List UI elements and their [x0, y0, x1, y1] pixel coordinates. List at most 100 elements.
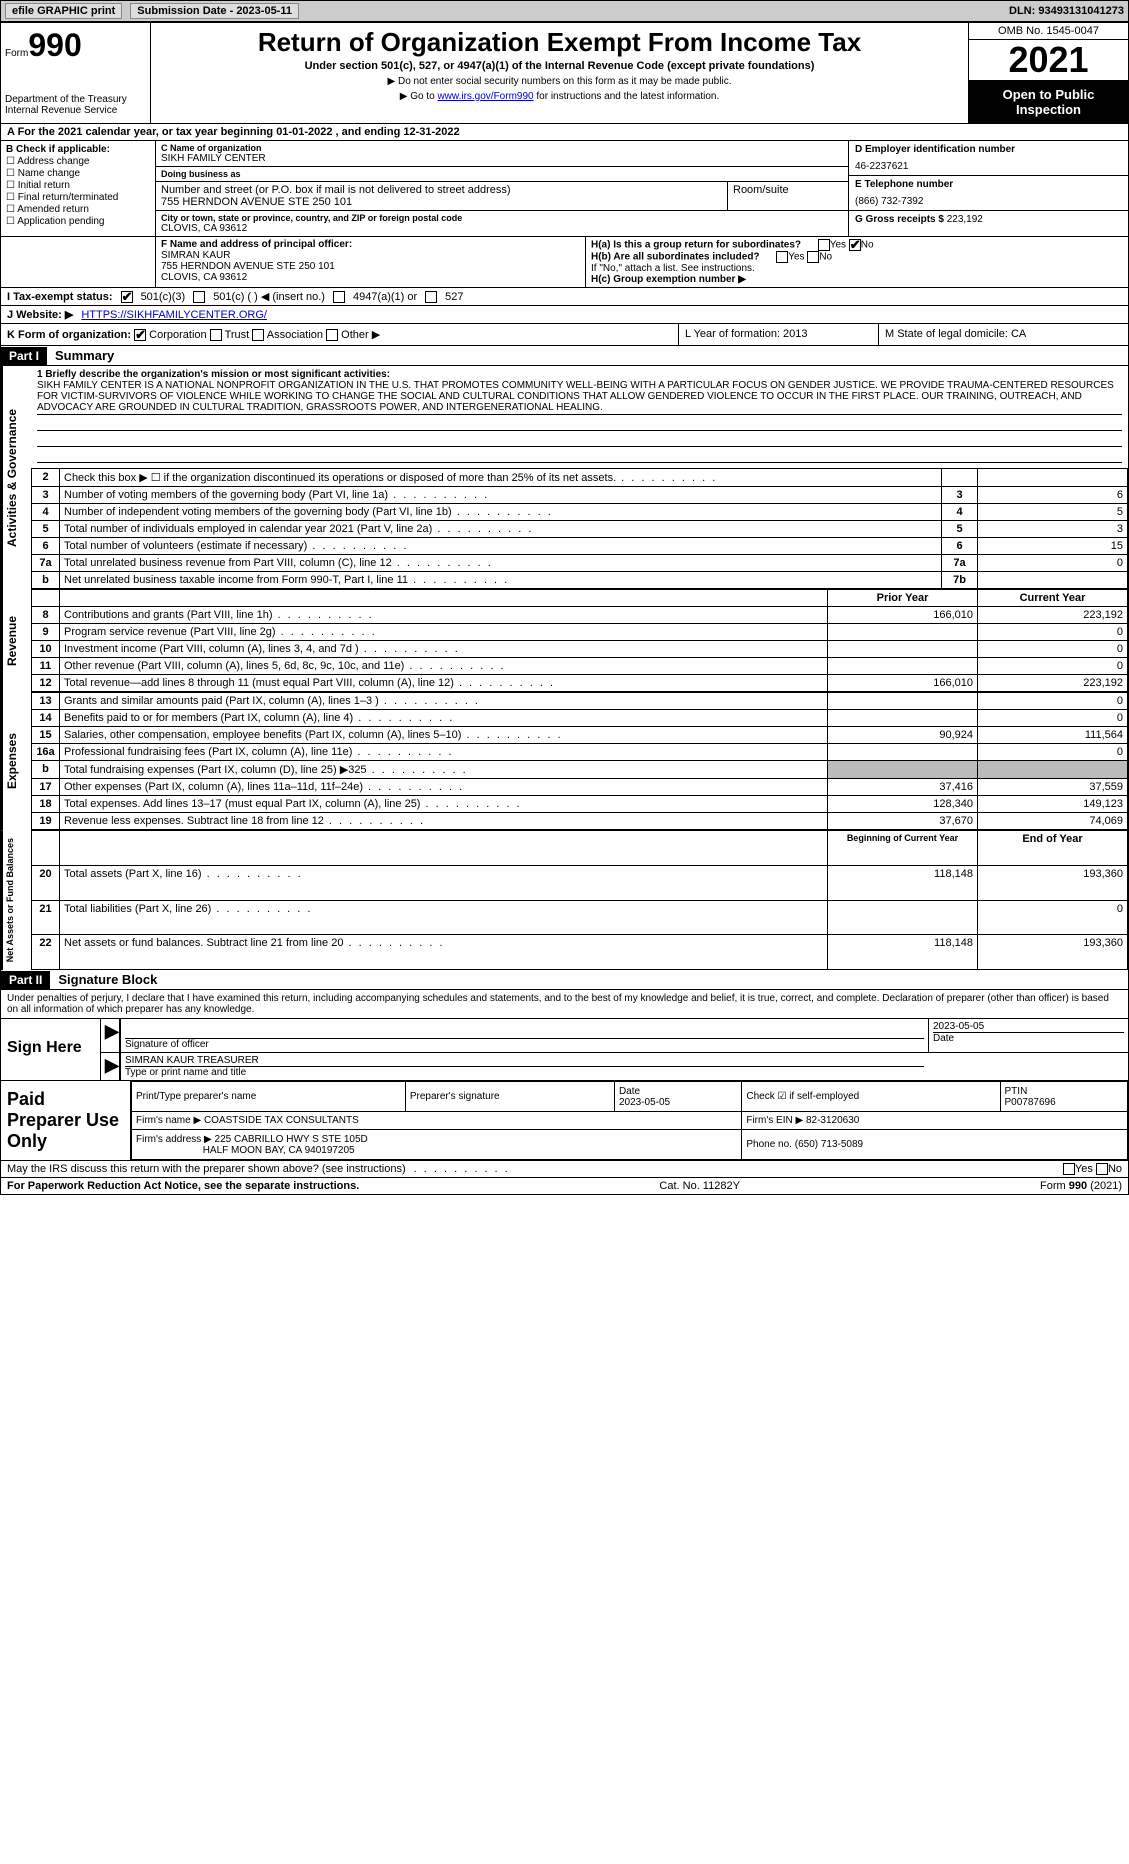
gross-label: G Gross receipts $ — [855, 214, 944, 225]
expenses-section: Expenses 13Grants and similar amounts pa… — [1, 692, 1128, 830]
section-fh: F Name and address of principal officer:… — [1, 237, 1128, 288]
chk-501c[interactable] — [193, 291, 205, 303]
chk-527[interactable] — [425, 291, 437, 303]
phone-value: (650) 713-5089 — [795, 1139, 863, 1150]
prep-h3: Date — [619, 1086, 640, 1097]
table-row: 13Grants and similar amounts paid (Part … — [32, 693, 1128, 710]
chk-assoc[interactable] — [252, 329, 264, 341]
chk-501c3[interactable] — [121, 291, 133, 303]
officer-addr1: 755 HERNDON AVENUE STE 250 101 — [161, 261, 580, 272]
part1-header: Part I Summary — [1, 346, 1128, 366]
vtab-netassets: Net Assets or Fund Balances — [1, 830, 31, 970]
table-row: 10Investment income (Part VIII, column (… — [32, 641, 1128, 658]
efile-label: efile GRAPHIC print — [5, 3, 122, 19]
table-row: 5Total number of individuals employed in… — [32, 521, 1128, 538]
ha-yes[interactable] — [818, 239, 830, 251]
sign-here-label: Sign Here — [1, 1019, 101, 1080]
officer-addr2: CLOVIS, CA 93612 — [161, 272, 580, 283]
table-row: 3Number of voting members of the governi… — [32, 487, 1128, 504]
chk-other[interactable] — [326, 329, 338, 341]
chk-trust[interactable] — [210, 329, 222, 341]
table-row: 6Total number of volunteers (estimate if… — [32, 538, 1128, 555]
form-org-label: K Form of organization: — [7, 329, 131, 341]
col-d: D Employer identification number 46-2237… — [848, 141, 1128, 236]
chk-initial[interactable]: ☐ Initial return — [6, 180, 150, 191]
ha-no[interactable] — [849, 239, 861, 251]
col-h: H(a) Is this a group return for subordin… — [586, 237, 1128, 287]
header-center: Return of Organization Exempt From Incom… — [151, 23, 968, 123]
firm-ein: 82-3120630 — [806, 1115, 859, 1126]
footer-left: For Paperwork Reduction Act Notice, see … — [7, 1180, 359, 1192]
table-row: 20Total assets (Part X, line 16)118,1481… — [32, 865, 1128, 900]
footer-right: Form 990 (2021) — [1040, 1180, 1122, 1192]
table-row: 22Net assets or fund balances. Subtract … — [32, 935, 1128, 970]
table-row: 16aProfessional fundraising fees (Part I… — [32, 744, 1128, 761]
website-link[interactable]: HTTPS://SIKHFAMILYCENTER.ORG/ — [81, 309, 267, 321]
current-year-hdr: Current Year — [978, 590, 1128, 607]
table-row: 21Total liabilities (Part X, line 26)0 — [32, 900, 1128, 935]
firm-addr-label: Firm's address ▶ — [136, 1134, 212, 1145]
addr-label: Number and street (or P.O. box if mail i… — [161, 184, 722, 196]
tax-year: 2021 — [969, 40, 1128, 81]
prep-h5: PTIN — [1005, 1086, 1028, 1097]
firm-addr2: HALF MOON BAY, CA 940197205 — [203, 1145, 355, 1156]
omb-number: OMB No. 1545-0047 — [969, 23, 1128, 40]
tel-label: E Telephone number — [855, 179, 1122, 190]
chk-corp[interactable] — [134, 329, 146, 341]
discuss-no[interactable] — [1096, 1163, 1108, 1175]
mission-text: SIKH FAMILY CENTER IS A NATIONAL NONPROF… — [37, 380, 1122, 415]
form-word: Form — [5, 48, 28, 59]
mission-q: 1 Briefly describe the organization's mi… — [37, 369, 1122, 380]
note-ssn: ▶ Do not enter social security numbers o… — [159, 76, 960, 87]
table-row: 14Benefits paid to or for members (Part … — [32, 710, 1128, 727]
form-header: Form990 Department of the Treasury Inter… — [1, 23, 1128, 124]
firm-name: COASTSIDE TAX CONSULTANTS — [204, 1115, 359, 1126]
hb-no[interactable] — [807, 251, 819, 263]
chk-4947[interactable] — [333, 291, 345, 303]
sig-date-label: Date — [933, 1033, 1124, 1044]
table-row: 12Total revenue—add lines 8 through 11 (… — [32, 675, 1128, 692]
hb-note: If "No," attach a list. See instructions… — [591, 263, 1123, 274]
firm-label: Firm's name ▶ — [136, 1115, 201, 1126]
table-row: 19Revenue less expenses. Subtract line 1… — [32, 813, 1128, 830]
part1-title: Summary — [47, 346, 122, 365]
irs-link[interactable]: www.irs.gov/Form990 — [437, 91, 533, 102]
vtab-expenses: Expenses — [1, 692, 31, 830]
website-label: J Website: ▶ — [7, 308, 73, 321]
col-b: B Check if applicable: ☐ Address change … — [1, 141, 156, 236]
discuss-yes[interactable] — [1063, 1163, 1075, 1175]
ein-label: D Employer identification number — [855, 144, 1122, 155]
sig-date: 2023-05-05 — [933, 1021, 1124, 1033]
hb-label: H(b) Are all subordinates included? — [591, 252, 760, 263]
chk-pending[interactable]: ☐ Application pending — [6, 216, 150, 227]
officer-label: F Name and address of principal officer: — [161, 239, 580, 250]
dept-treasury: Department of the Treasury Internal Reve… — [5, 94, 146, 116]
firm-addr1: 225 CABRILLO HWY S STE 105D — [215, 1134, 368, 1145]
row-a-tax-year: A For the 2021 calendar year, or tax yea… — [1, 124, 1128, 141]
row-kl: K Form of organization: Corporation Trus… — [1, 324, 1128, 346]
sig-officer-label: Signature of officer — [125, 1039, 924, 1050]
sig-arrow2-icon: ▶ — [101, 1053, 121, 1080]
expenses-table: 13Grants and similar amounts paid (Part … — [31, 692, 1128, 830]
chk-final[interactable]: ☐ Final return/terminated — [6, 192, 150, 203]
prior-year-hdr: Prior Year — [828, 590, 978, 607]
year-formation: L Year of formation: 2013 — [678, 324, 878, 345]
form-title: Return of Organization Exempt From Incom… — [159, 27, 960, 58]
begin-year-hdr: Beginning of Current Year — [828, 831, 978, 866]
part1-badge: Part I — [1, 347, 47, 365]
sig-name: SIMRAN KAUR TREASURER — [125, 1055, 924, 1067]
header-right: OMB No. 1545-0047 2021 Open to Public In… — [968, 23, 1128, 123]
dba-label: Doing business as — [161, 169, 843, 179]
chk-address[interactable]: ☐ Address change — [6, 156, 150, 167]
table-row: 8Contributions and grants (Part VIII, li… — [32, 607, 1128, 624]
sig-name-label: Type or print name and title — [125, 1067, 924, 1078]
ha-label: H(a) Is this a group return for subordin… — [591, 240, 801, 251]
governance-section: Activities & Governance 1 Briefly descri… — [1, 366, 1128, 589]
chk-name[interactable]: ☐ Name change — [6, 168, 150, 179]
preparer-label: Paid Preparer Use Only — [1, 1081, 131, 1160]
phone-label: Phone no. — [746, 1139, 792, 1150]
chk-amended[interactable]: ☐ Amended return — [6, 204, 150, 215]
ein-value: 46-2237621 — [855, 161, 1122, 172]
hb-yes[interactable] — [776, 251, 788, 263]
note2-pre: ▶ Go to — [400, 91, 438, 102]
